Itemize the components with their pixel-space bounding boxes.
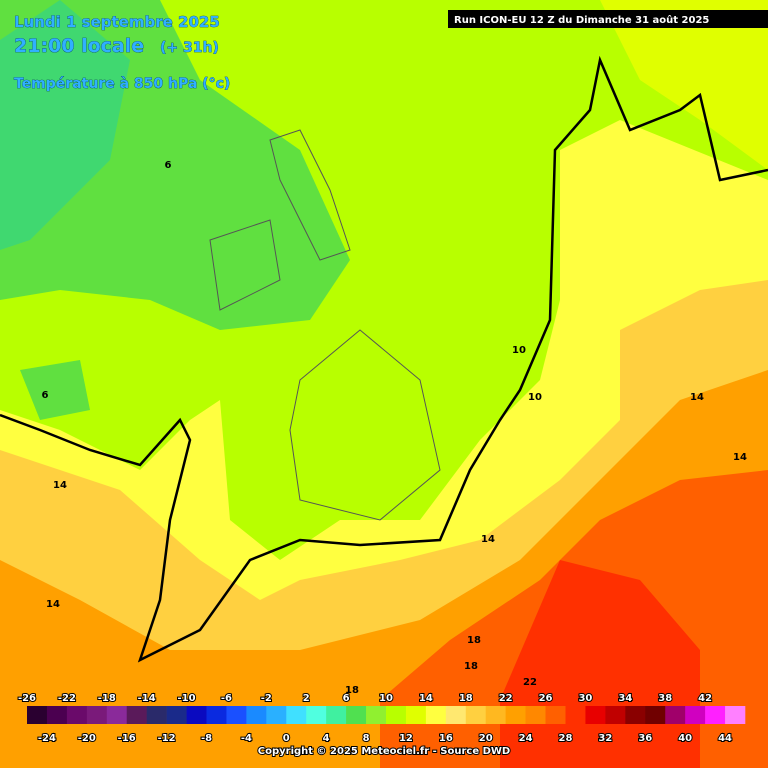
colorbar-label: 22 (499, 693, 513, 704)
contour-label: 6 (165, 160, 172, 171)
colorbar-swatch (425, 706, 447, 724)
contour-label: 18 (345, 685, 359, 696)
colorbar-label: 40 (678, 733, 692, 744)
colorbar-swatch (505, 706, 526, 724)
contour-label: 14 (733, 452, 747, 463)
colorbar-label: 4 (323, 733, 330, 744)
contour-label: 14 (53, 480, 67, 491)
colorbar-swatch (126, 706, 147, 724)
colorbar-label: -12 (158, 733, 176, 744)
copyright: Copyright © 2025 Meteociel.fr - Source D… (258, 746, 510, 757)
colorbar-label: 26 (539, 693, 553, 704)
colorbar-label: 14 (419, 693, 433, 704)
contour-label: 22 (523, 677, 537, 688)
colorbar-swatch (625, 706, 646, 724)
colorbar-label: -14 (138, 693, 156, 704)
colorbar-label: 36 (638, 733, 652, 744)
colorbar-swatch (226, 706, 247, 724)
contour-label: 6 (42, 390, 49, 401)
colorbar-label: 10 (379, 693, 393, 704)
colorbar-label: 12 (399, 733, 413, 744)
colorbar-swatch (565, 706, 586, 724)
colorbar-swatch (86, 706, 108, 724)
colorbar-label: -6 (221, 693, 232, 704)
contour-label: 10 (512, 345, 526, 356)
colorbar-label: 2 (303, 693, 310, 704)
colorbar-label: 38 (658, 693, 672, 704)
colorbar-label: 16 (439, 733, 453, 744)
colorbar-label: -4 (241, 733, 252, 744)
cool-core (0, 0, 130, 250)
colorbar-label: 28 (559, 733, 573, 744)
colorbar-swatch (326, 706, 347, 724)
colorbar-label: -18 (98, 693, 116, 704)
colorbar-swatch (705, 706, 726, 724)
colorbar-label: -10 (178, 693, 196, 704)
colorbar-swatch (186, 706, 207, 724)
cool-patch (20, 360, 90, 420)
colorbar-swatch (585, 706, 606, 724)
colorbar-swatch (725, 706, 746, 724)
colorbar-label: -2 (261, 693, 272, 704)
mild-region (600, 0, 768, 170)
colorbar-label: -26 (18, 693, 36, 704)
colorbar-swatch (366, 706, 387, 724)
colorbar-label: 32 (598, 733, 612, 744)
contour-label: 14 (481, 534, 495, 545)
zero-isotherm-boundary (0, 55, 768, 663)
colorbar-label: -20 (78, 733, 96, 744)
time-label: 21:00 locale (14, 35, 144, 57)
colorbar-swatch (66, 706, 88, 724)
colorbar-label: 34 (618, 693, 632, 704)
colorbar-swatch (286, 706, 307, 724)
colorbar-label: 18 (459, 693, 473, 704)
colorbar-label: 44 (718, 733, 732, 744)
run-label: Run ICON-EU 12 Z du Dimanche 31 août 202… (454, 14, 709, 26)
colorbar-swatch (465, 706, 487, 724)
colorbar-swatch (266, 706, 287, 724)
colorbar-swatch (525, 706, 546, 724)
colorbar-label: -22 (58, 693, 76, 704)
colorbar-swatch (405, 706, 427, 724)
colorbar-label: -24 (38, 733, 56, 744)
colorbar-swatch (445, 706, 467, 724)
colorbar-swatch (645, 706, 666, 724)
coastline (209, 129, 441, 521)
colorbar-label: 24 (519, 733, 533, 744)
colorbar-swatch (545, 706, 566, 724)
date-label: Lundi 1 septembre 2025 (14, 13, 220, 31)
field-label: Température à 850 hPa (°c) (14, 76, 230, 92)
colorbar-swatch (166, 706, 187, 724)
colorbar-label: 8 (363, 733, 370, 744)
lead-label: (+ 31h) (160, 40, 219, 56)
contour-label: 18 (464, 661, 478, 672)
contour-label: 14 (46, 599, 60, 610)
colorbar-swatch (346, 706, 367, 724)
colorbar-label: 0 (283, 733, 290, 744)
contour-label: 18 (467, 635, 481, 646)
colorbar-swatch (306, 706, 327, 724)
contour-label: 14 (690, 392, 704, 403)
colorbar-swatch (206, 706, 227, 724)
colorbar-swatch (605, 706, 626, 724)
colorbar-swatch (106, 706, 128, 724)
colorbar-swatch (386, 706, 407, 724)
colorbar-label: 42 (698, 693, 712, 704)
colorbar-label: -8 (201, 733, 212, 744)
colorbar-label: 6 (343, 693, 350, 704)
colorbar-swatch (27, 706, 48, 724)
run-box (448, 10, 768, 28)
colorbar-swatch (46, 706, 68, 724)
colorbar-swatch (485, 706, 506, 724)
colorbar-label: -16 (118, 733, 136, 744)
colorbar-label: 20 (479, 733, 493, 744)
colorbar-swatch (146, 706, 167, 724)
colorbar-swatch (246, 706, 267, 724)
colorbar-swatch (685, 706, 706, 724)
colorbar-swatch (665, 706, 686, 724)
colorbar-label: 30 (578, 693, 592, 704)
contour-label: 10 (528, 392, 542, 403)
